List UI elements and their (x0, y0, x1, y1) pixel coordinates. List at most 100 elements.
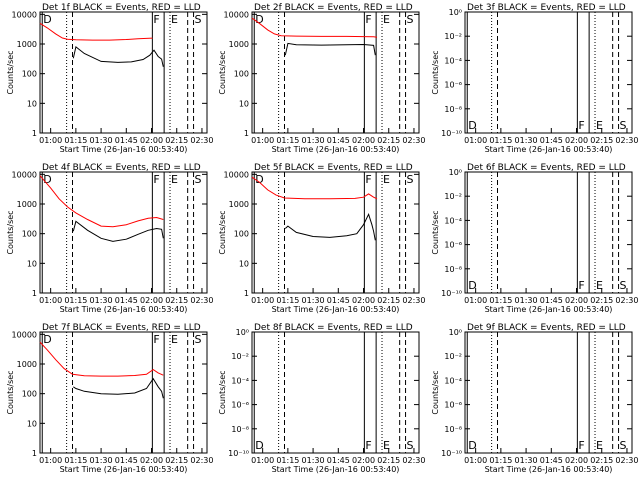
plot-frame (39, 11, 208, 134)
x-tick-label: 02:00 (140, 136, 163, 145)
x-tick-label: 02:30 (615, 456, 638, 465)
y-tick-label: 10000 (12, 170, 37, 179)
x-tick-label: 01:00 (39, 136, 62, 145)
marker-label: F (578, 119, 584, 132)
y-tick-label: 1 (32, 449, 37, 458)
x-tick-label: 02:00 (352, 296, 375, 305)
marker-label: F (153, 173, 159, 186)
y-axis-label: Counts/sec (218, 50, 227, 94)
panel-7f: Det 7f BLACK = Events, RED = LLD 1 10 100 10… (6, 323, 213, 474)
x-tick-label: 01:00 (464, 296, 487, 305)
panel-3f: Det 3f BLACK = Events, RED = LLD 10⁻¹⁰ 10⁻… (431, 3, 638, 154)
y-tick-label: 10⁻¹⁰ (441, 449, 462, 458)
x-tick-label: 01:45 (540, 136, 563, 145)
marker-label: F (153, 333, 159, 346)
x-tick-label: 01:00 (251, 456, 274, 465)
x-tick-label: 01:45 (327, 136, 350, 145)
marker-label: E (383, 173, 390, 186)
series-line-lld (39, 22, 153, 41)
marker-label: D (43, 13, 51, 26)
x-tick-label: 02:30 (402, 136, 425, 145)
x-tick-label: 01:00 (464, 136, 487, 145)
y-tick-label: 10000 (12, 10, 37, 19)
x-tick-label: 01:15 (276, 456, 299, 465)
marker-label: E (596, 279, 603, 292)
marker-label: S (407, 439, 414, 452)
y-tick-label: 1000 (17, 40, 37, 49)
x-tick-label: 02:15 (165, 296, 188, 305)
x-tick-label: 01:45 (540, 296, 563, 305)
x-tick-label: 01:45 (115, 456, 138, 465)
y-tick-label: 10000 (12, 330, 37, 339)
series-line-events (72, 46, 164, 67)
y-tick-label: 10 (239, 99, 249, 108)
y-tick-label: 10⁻⁴ (231, 376, 249, 385)
y-tick-label: 100 (234, 230, 249, 239)
marker-label: S (620, 439, 627, 452)
x-tick-label: 02:15 (165, 136, 188, 145)
marker-label: D (468, 119, 476, 132)
x-tick-label: 02:15 (590, 136, 613, 145)
panel-4f: Det 4f BLACK = Events, RED = LLD 1 10 100 10… (6, 163, 213, 314)
y-tick-label: 10⁻⁸ (444, 105, 462, 114)
y-tick-label: 1 (244, 289, 249, 298)
marker-label: E (596, 119, 603, 132)
panel-title: Det 9f BLACK = Events, RED = LLD (467, 323, 626, 333)
panel-title: Det 3f BLACK = Events, RED = LLD (467, 3, 626, 13)
marker-label: D (43, 333, 51, 346)
y-tick-label: 100 (22, 390, 37, 399)
y-tick-label: 10⁻² (444, 32, 462, 41)
x-tick-label: 01:45 (540, 456, 563, 465)
y-axis-label: Counts/sec (218, 370, 227, 414)
marker-label: D (255, 173, 263, 186)
x-tick-label: 01:30 (302, 456, 325, 465)
x-tick-label: 02:15 (377, 136, 400, 145)
marker-label: F (578, 439, 584, 452)
y-tick-label: 1000 (17, 360, 37, 369)
x-tick-label: 01:30 (90, 296, 113, 305)
series-line-events (284, 212, 376, 241)
x-tick-label: 02:30 (190, 136, 213, 145)
x-tick-label: 01:30 (90, 136, 113, 145)
panel-6f: Det 6f BLACK = Events, RED = LLD 10⁻¹⁰ 10⁻… (431, 163, 638, 314)
panel-8f: Det 8f BLACK = Events, RED = LLD 10⁻¹⁰ 10⁻… (218, 323, 425, 474)
marker-label: D (255, 13, 263, 26)
x-tick-label: 01:15 (489, 456, 512, 465)
panel-1f: Det 1f BLACK = Events, RED = LLD 1 10 100 10… (6, 3, 213, 154)
x-axis-label: Start Time (26-Jan-16 00:53:40) (485, 465, 613, 474)
y-tick-label: 10⁻⁴ (444, 216, 462, 225)
panel-2f: Det 2f BLACK = Events, RED = LLD 1 10 100 10… (218, 3, 425, 154)
x-tick-label: 01:45 (115, 136, 138, 145)
y-axis-label: Counts/sec (218, 210, 227, 254)
marker-label: E (383, 439, 390, 452)
plot-frame (251, 171, 420, 294)
y-axis-label: Counts/sec (431, 210, 440, 254)
y-tick-label: 1 (32, 129, 37, 138)
x-tick-label: 02:00 (565, 296, 588, 305)
marker-label: F (365, 13, 371, 26)
marker-label: S (620, 279, 627, 292)
x-tick-label: 01:15 (489, 296, 512, 305)
x-tick-label: 02:15 (377, 296, 400, 305)
marker-label: S (195, 13, 202, 26)
panel-title: Det 2f BLACK = Events, RED = LLD (254, 3, 413, 13)
x-tick-label: 01:30 (515, 136, 538, 145)
plot-frame (251, 331, 420, 454)
y-axis-label: Counts/sec (6, 370, 15, 414)
y-tick-label: 10⁻⁴ (444, 56, 462, 65)
x-axis-label: Start Time (26-Jan-16 00:53:40) (272, 305, 400, 314)
x-tick-label: 01:30 (90, 456, 113, 465)
marker-label: E (171, 333, 178, 346)
y-axis-label: Counts/sec (6, 50, 15, 94)
x-tick-label: 02:30 (402, 456, 425, 465)
y-tick-label: 10⁻² (231, 352, 249, 361)
series-line-lld (251, 176, 378, 200)
y-tick-label: 10⁻⁸ (444, 265, 462, 274)
x-tick-label: 02:30 (402, 296, 425, 305)
y-tick-label: 1000 (229, 40, 249, 49)
x-tick-label: 01:15 (276, 136, 299, 145)
marker-label: F (578, 279, 584, 292)
y-tick-label: 10 (27, 99, 37, 108)
marker-label: S (407, 173, 414, 186)
y-tick-label: 10⁰ (236, 328, 249, 337)
